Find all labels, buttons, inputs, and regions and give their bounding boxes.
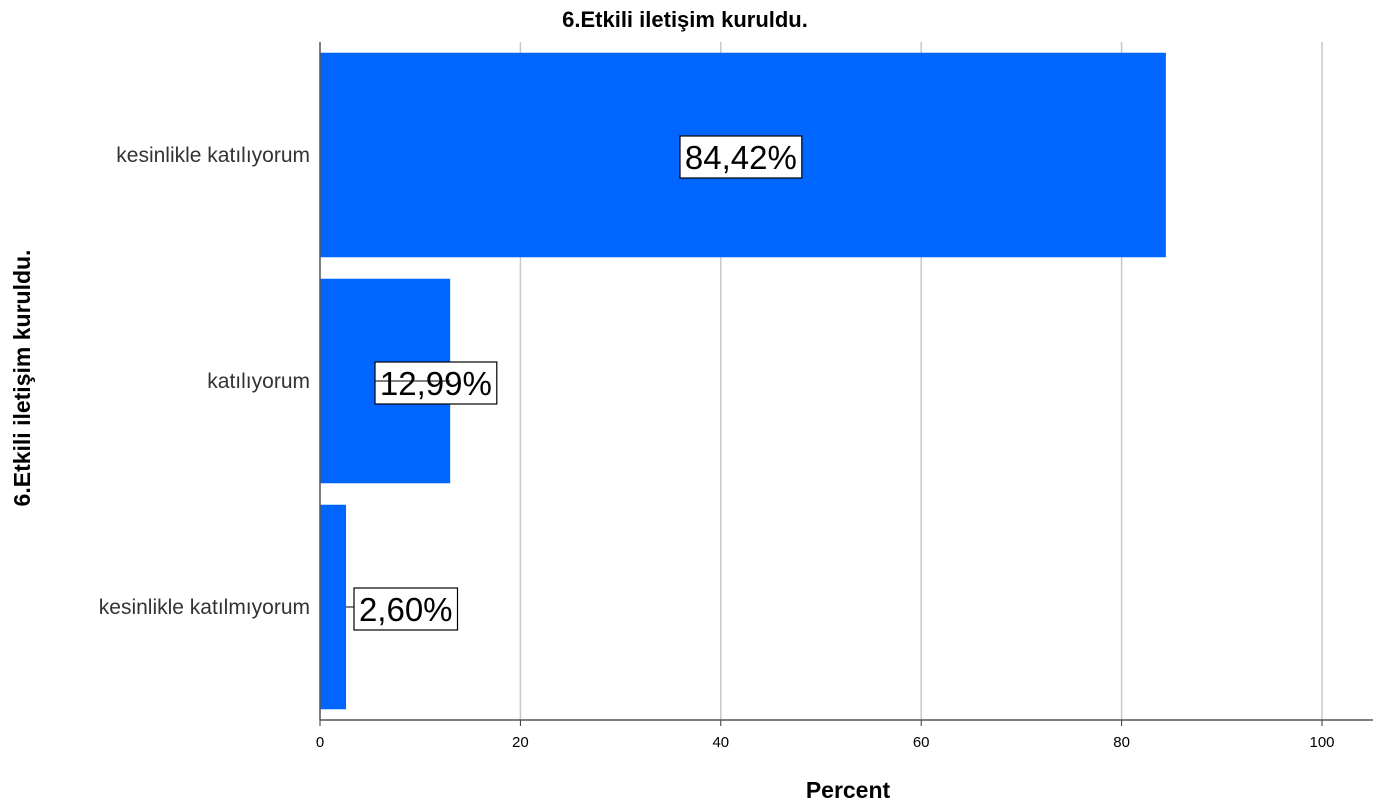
x-tick-label: 60 [913, 734, 930, 751]
bar [320, 504, 347, 710]
x-axis-title: Percent [806, 777, 891, 803]
x-tick-label: 100 [1309, 734, 1334, 751]
data-label-box [353, 587, 459, 631]
x-tick-label: 80 [1113, 734, 1130, 751]
data-label: 2,60% [346, 587, 459, 631]
data-label-text: 2,60% [359, 591, 453, 628]
axes [319, 42, 1373, 721]
y-axis-title: 6.Etkili iletişim kuruldu. [9, 250, 35, 507]
data-label-box [374, 361, 498, 405]
category-labels: kesinlikle katılıyorum katılıyorum kesinli… [99, 144, 310, 619]
category-label: kesinlikle katılıyorum [116, 144, 310, 167]
data-label-text: 84,42% [685, 139, 797, 176]
x-tick-label: 20 [512, 734, 529, 751]
category-label: kesinlikle katılmıyorum [99, 596, 310, 619]
data-label-text: 12,99% [380, 365, 492, 402]
data-label: 12,99% [374, 361, 498, 405]
data-label: 84,42% [679, 135, 803, 179]
data-label-box [679, 135, 803, 179]
x-tick-labels: 0 20 40 60 80 100 [316, 734, 1335, 751]
category-label: katılıyorum [207, 370, 310, 393]
x-tick-label: 0 [316, 734, 324, 751]
chart-title: 6.Etkili iletişim kuruldu. [562, 7, 808, 32]
data-labels: 84,42% 12,99% 2,60% [346, 135, 803, 631]
x-tick-label: 40 [712, 734, 729, 751]
